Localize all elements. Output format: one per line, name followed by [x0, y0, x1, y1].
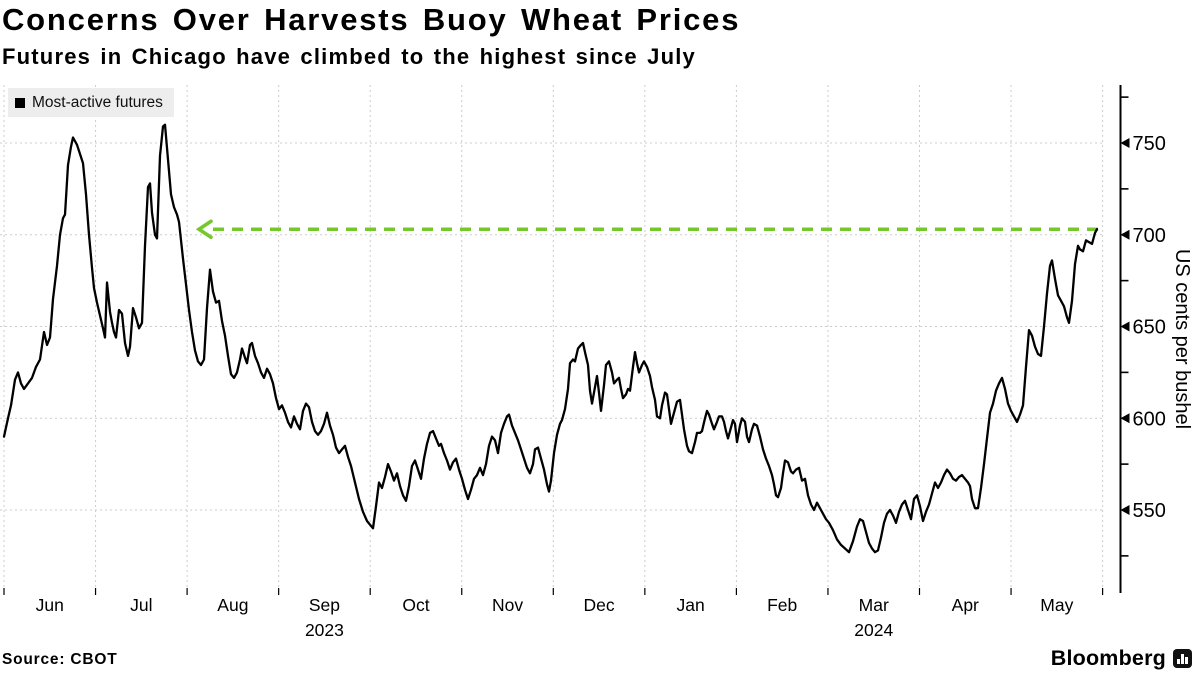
month-label: Apr — [952, 595, 979, 615]
y-major-tick-arrow — [1120, 229, 1130, 240]
y-tick-label: 750 — [1133, 133, 1166, 155]
month-label: Dec — [584, 595, 615, 615]
y-tick-label: 650 — [1133, 317, 1166, 339]
year-label: 2024 — [854, 620, 893, 640]
y-major-tick-arrow — [1120, 413, 1130, 424]
y-axis-title: US cents per bushel — [1171, 249, 1193, 429]
bloomberg-chart-icon — [1173, 649, 1192, 668]
annotation-dashed-line — [195, 219, 1102, 240]
legend-label: Most-active futures — [32, 93, 163, 111]
month-label: Feb — [767, 595, 797, 615]
month-label: May — [1040, 595, 1073, 615]
month-label: Jun — [36, 595, 64, 615]
annotation-left-arrowhead — [195, 219, 213, 240]
price-line-series — [2, 123, 1099, 554]
y-axis-ticks: 550 600 650 700 750 — [1120, 96, 1166, 557]
y-major-tick-arrow — [1120, 505, 1130, 515]
gridlines — [0, 85, 1104, 593]
y-major-tick-arrow — [1120, 138, 1130, 148]
month-label: Oct — [402, 595, 429, 615]
page-title: Concerns Over Harvests Buoy Wheat Prices — [2, 2, 741, 37]
month-label: Aug — [217, 595, 248, 615]
month-label: Jan — [677, 595, 705, 615]
page-subtitle: Futures in Chicago have climbed to the h… — [2, 44, 696, 69]
legend-swatch-icon — [15, 97, 25, 108]
source-note: Source: CBOT — [2, 651, 118, 668]
month-label: Mar — [859, 595, 889, 615]
bloomberg-logo: Bloomberg — [1051, 646, 1192, 671]
y-major-tick-arrow — [1120, 321, 1130, 332]
month-label: Jul — [130, 595, 152, 615]
y-tick-label: 700 — [1133, 225, 1166, 247]
x-axis-ticks — [3, 588, 1104, 595]
y-tick-label: 550 — [1133, 500, 1166, 522]
legend: Most-active futures — [8, 88, 174, 117]
bloomberg-wordmark: Bloomberg — [1050, 646, 1166, 670]
year-label: 2023 — [305, 620, 344, 640]
y-tick-label: 600 — [1133, 408, 1166, 430]
x-axis-labels: Jun Jul Aug Sep Oct Nov Dec Jan Feb Mar Apr May 2023… — [36, 595, 1074, 640]
month-label: Nov — [492, 595, 523, 615]
month-label: Sep — [309, 595, 340, 615]
